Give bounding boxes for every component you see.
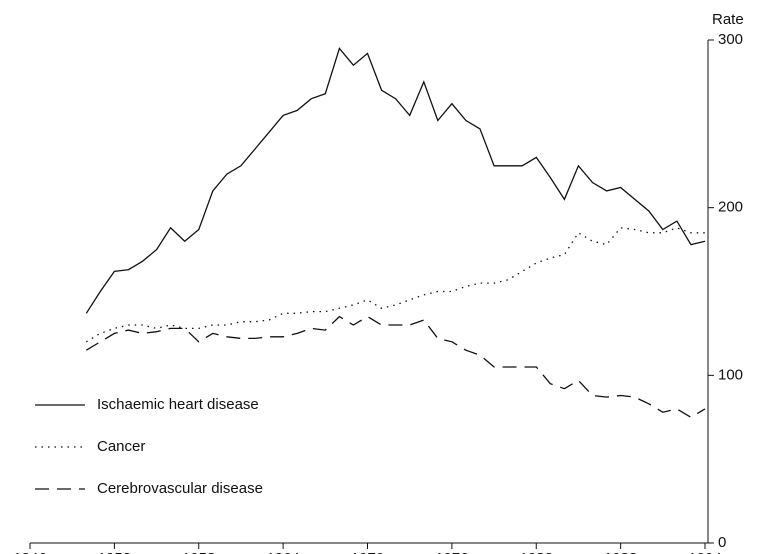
- y-tick-label: 300: [718, 31, 743, 48]
- y-axis-label: Rate: [712, 11, 744, 28]
- y-tick-label: 100: [718, 366, 743, 383]
- x-tick-label: 1970: [351, 550, 384, 554]
- x-tick-label: 1964: [266, 550, 299, 554]
- x-tick-label: 1988: [604, 550, 637, 554]
- legend-label: Cerebrovascular disease: [97, 480, 263, 497]
- x-tick-label: 1994: [688, 550, 721, 554]
- x-tick-label: 1976: [435, 550, 468, 554]
- y-tick-label: 200: [718, 199, 743, 216]
- x-tick-label: 1946: [13, 550, 46, 554]
- x-tick-label: 1982: [520, 550, 553, 554]
- x-tick-label: 1958: [182, 550, 215, 554]
- series-line: [85, 315, 706, 419]
- series-line: [85, 47, 706, 314]
- x-tick-label: 1952: [98, 550, 131, 554]
- legend-label: Ischaemic heart disease: [97, 396, 259, 413]
- legend-label: Cancer: [97, 438, 145, 455]
- y-tick-label: 0: [718, 534, 726, 551]
